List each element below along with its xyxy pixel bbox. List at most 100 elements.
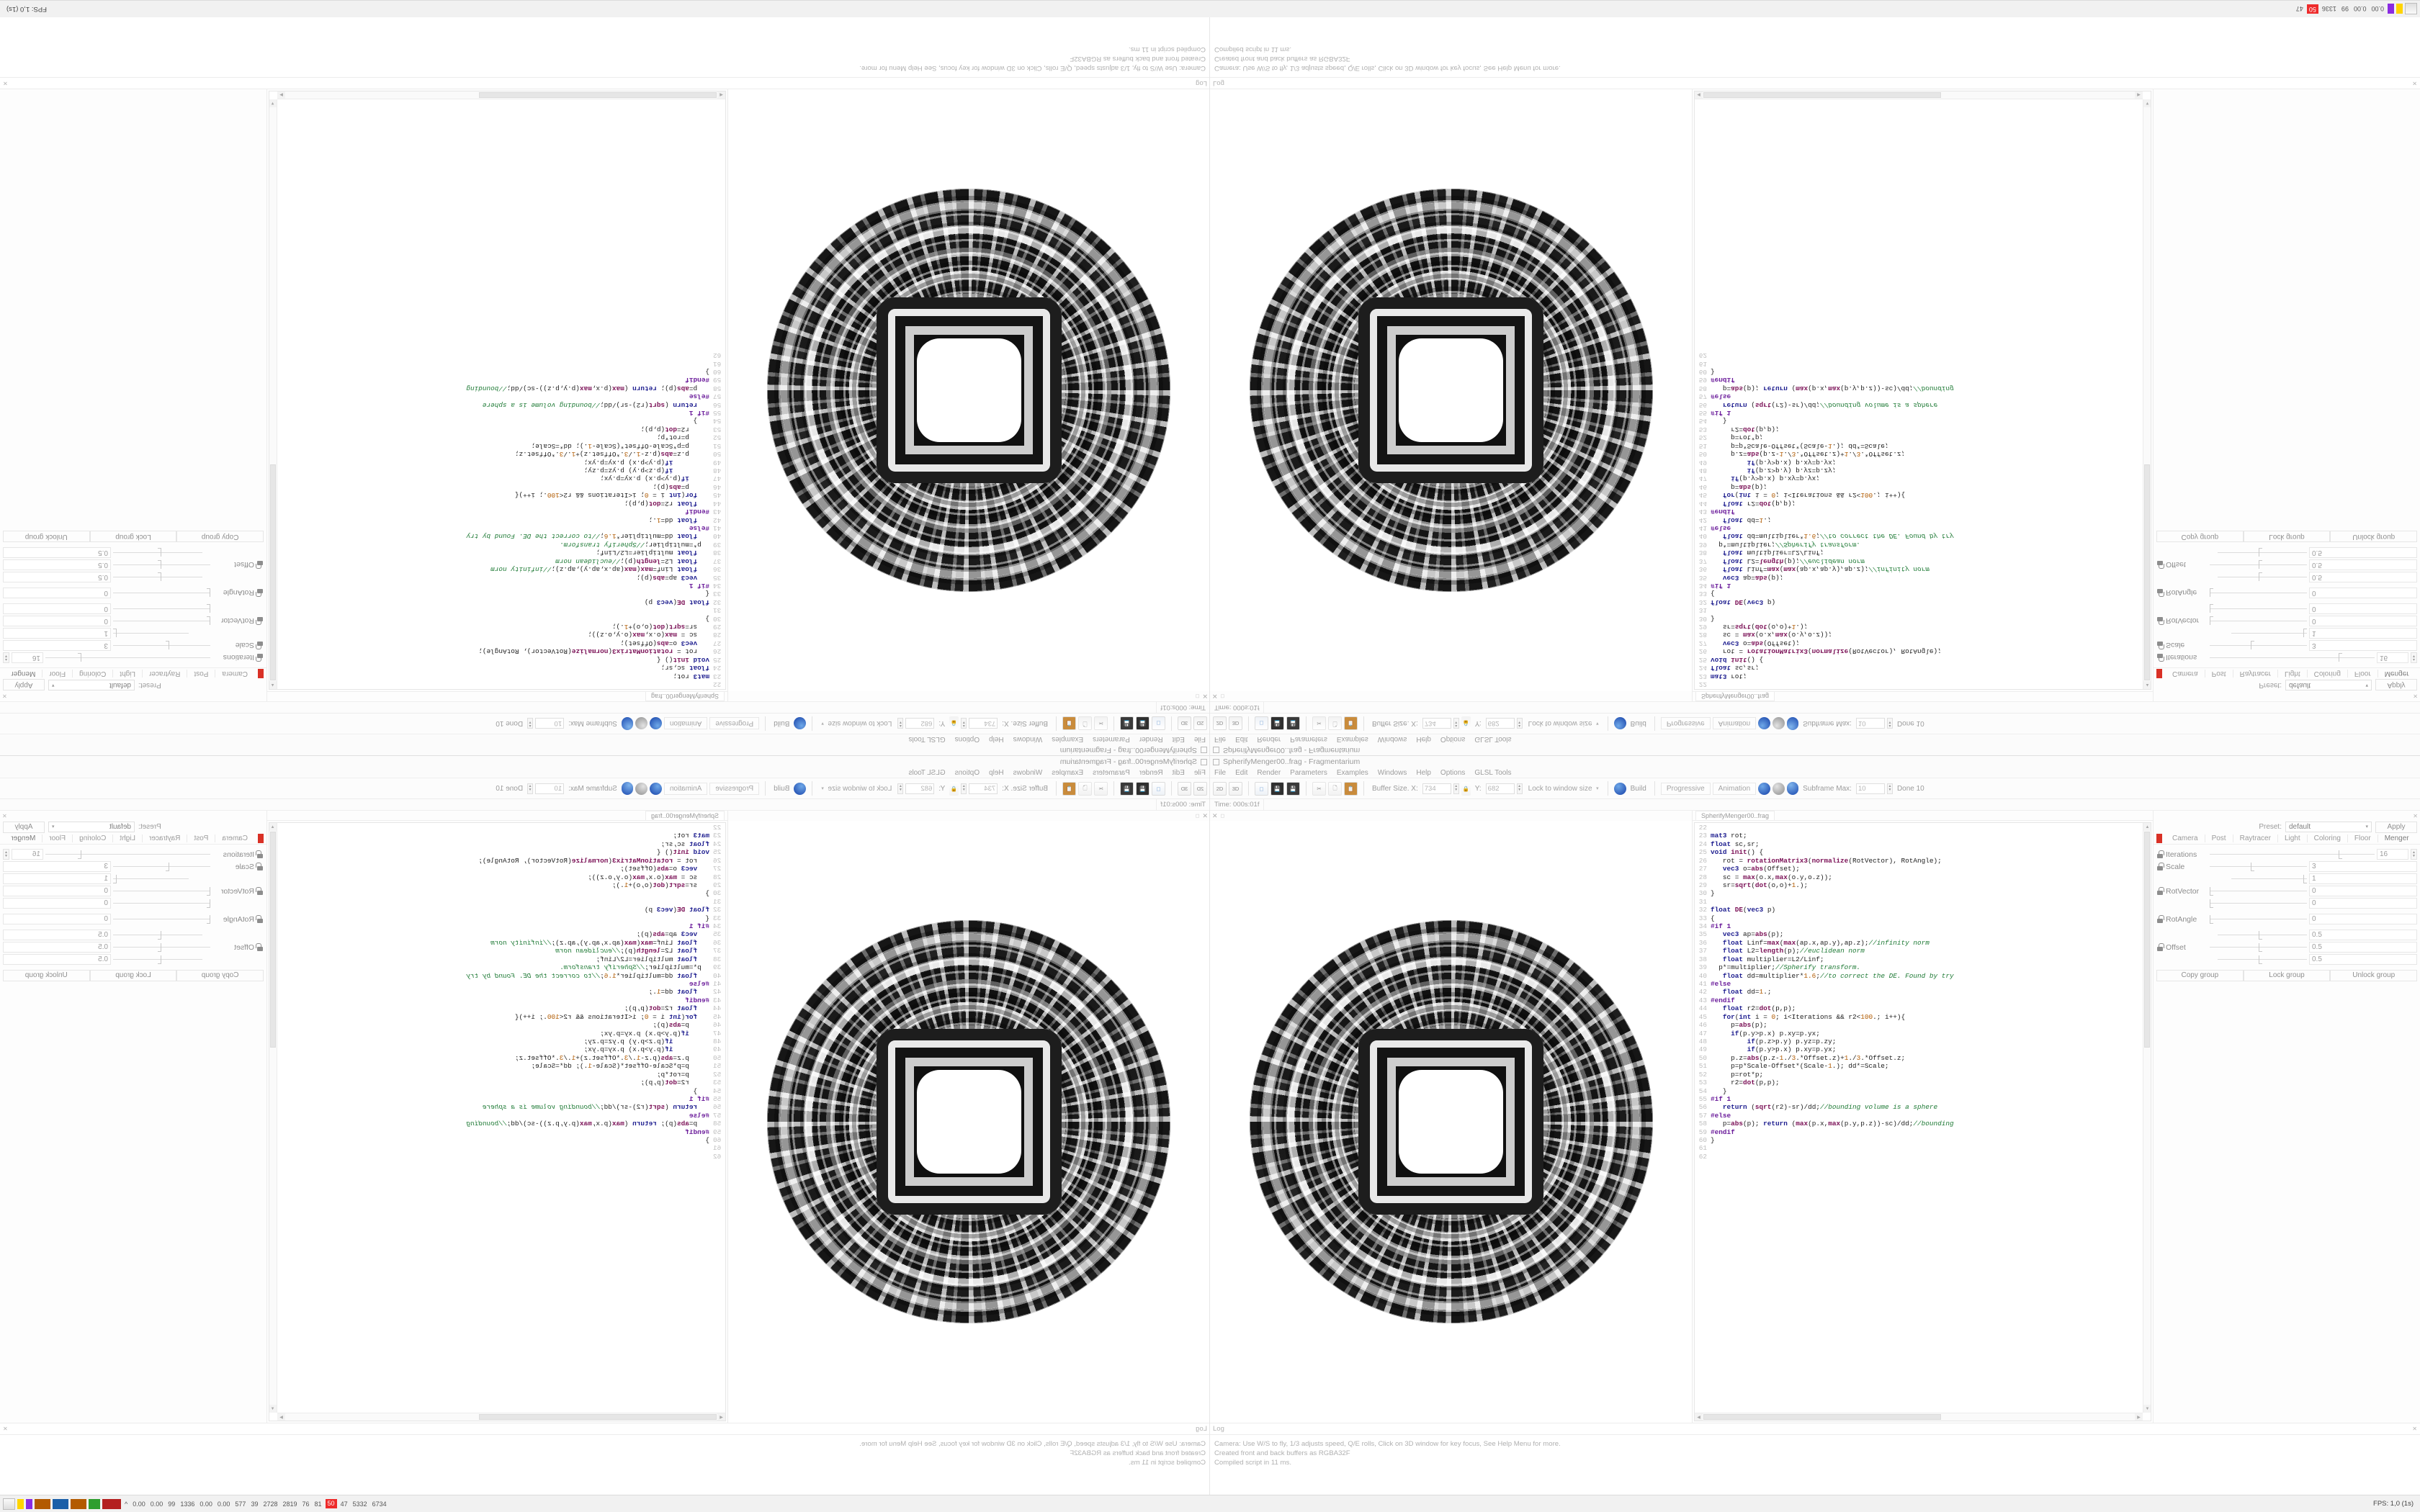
- buffer-y-stepper[interactable]: ▲ ▼: [897, 783, 904, 794]
- param-slider-rotangle[interactable]: [113, 915, 210, 923]
- param-slider-iterations[interactable]: [45, 850, 210, 858]
- param-row-offset-z[interactable]: 0.5: [3, 546, 264, 559]
- menu-render[interactable]: Render: [1139, 735, 1163, 744]
- param-value-offset-z[interactable]: 0.5: [3, 547, 111, 558]
- lock-icon[interactable]: [2156, 642, 2164, 649]
- unlock-group-button[interactable]: Unlock group: [2330, 531, 2418, 542]
- group-buttons[interactable]: Copy group Lock group Unlock group: [2, 970, 264, 981]
- iterations-stepper[interactable]: ▲ ▼: [2411, 652, 2417, 663]
- parameter-tabs[interactable]: Camera Post Raytracer Light Coloring Flo…: [2154, 667, 2420, 679]
- build-label[interactable]: Build: [774, 784, 790, 793]
- buffer-y-stepper[interactable]: ▲ ▼: [1516, 783, 1523, 794]
- scissors-icon[interactable]: ✂: [1094, 781, 1108, 796]
- main-toolbar[interactable]: 2D 3D ◻ 💾 💾 ✂ 🗋 📋 Buffer Size. X: 734 ▲ ▼…: [1210, 713, 2420, 734]
- undock-icon[interactable]: ◻: [1194, 814, 1200, 819]
- tab-light[interactable]: Light: [2278, 834, 2308, 842]
- tab-menger[interactable]: Menger: [11, 834, 36, 842]
- fractal-render[interactable]: [728, 89, 1210, 691]
- param-slider-offset-z[interactable]: [113, 549, 210, 557]
- scroll-up-icon[interactable]: ▲: [269, 681, 277, 689]
- buffer-y-stepper[interactable]: ▲ ▼: [897, 718, 904, 729]
- param-slider-scale[interactable]: [113, 863, 210, 870]
- undock-icon[interactable]: ◻: [1194, 693, 1200, 698]
- param-slider-offset-y[interactable]: [113, 943, 210, 951]
- param-row-offset-x[interactable]: 0.5: [2156, 929, 2417, 941]
- lock-icon[interactable]: [2156, 617, 2164, 625]
- editor-horizontal-scrollbar[interactable]: ◀ ▶: [277, 1413, 725, 1421]
- param-value-offset-z[interactable]: 0.5: [2309, 547, 2417, 558]
- param-value-rotvector-y[interactable]: 0: [3, 616, 111, 626]
- new-file-icon[interactable]: ◻: [1152, 716, 1165, 731]
- close-icon[interactable]: ✕: [2413, 812, 2418, 819]
- tab-menger[interactable]: Menger: [2384, 670, 2409, 678]
- menu-parameters[interactable]: Parameters: [1290, 735, 1327, 744]
- tab-floor[interactable]: Floor: [42, 834, 73, 842]
- view-2d-button[interactable]: 2D: [1193, 716, 1207, 731]
- rewind-icon[interactable]: [1758, 717, 1771, 730]
- code-editor[interactable]: 22 23mat3 rot; 24float sc,sr; 25void ini…: [269, 822, 726, 1421]
- param-slider-rotvector-z[interactable]: [2210, 899, 2307, 908]
- param-row-rotvector-y[interactable]: RotVector 0: [2156, 615, 2417, 627]
- param-slider-scale[interactable]: [2210, 642, 2307, 649]
- menu-file[interactable]: File: [1214, 768, 1227, 777]
- lock-to-window-size-combo[interactable]: Lock to window size: [818, 783, 895, 794]
- lock-icon[interactable]: [2156, 915, 2164, 923]
- view-3d-button[interactable]: 3D: [1178, 716, 1191, 731]
- parameter-tabs[interactable]: Camera Post Raytracer Light Coloring Flo…: [0, 833, 266, 845]
- taskbar-mirrored[interactable]: 0.00 0.00 99 1336 50 47 FPS: 1,0 (1s): [0, 0, 2420, 17]
- copy-group-button[interactable]: Copy group: [2156, 970, 2244, 981]
- tab-light[interactable]: Light: [112, 834, 143, 842]
- param-row-offset-z[interactable]: 0.5: [2156, 546, 2417, 559]
- tab-menger[interactable]: Menger: [11, 670, 36, 678]
- param-row-iterations[interactable]: Iterations 16 ▲ ▼: [2156, 848, 2417, 860]
- param-row-rotangle[interactable]: RotAngle 0: [2156, 587, 2417, 599]
- unlock-group-button[interactable]: Unlock group: [2, 531, 90, 542]
- preset-row[interactable]: Preset: default Apply: [0, 679, 266, 691]
- copy-icon[interactable]: 🗋: [1078, 716, 1092, 731]
- scissors-icon[interactable]: ✂: [1094, 716, 1108, 731]
- param-value-rotvector-x[interactable]: 1: [3, 873, 111, 884]
- param-row-rotvector-x[interactable]: 1: [3, 873, 264, 885]
- scroll-left-icon[interactable]: ◀: [1695, 1413, 1703, 1421]
- save-icon[interactable]: 💾: [1270, 781, 1284, 796]
- apply-button[interactable]: Apply: [3, 679, 45, 691]
- buffer-y-input[interactable]: 682: [905, 718, 935, 729]
- tab-camera[interactable]: Camera: [2166, 670, 2205, 678]
- lock-group-button[interactable]: Lock group: [89, 970, 177, 981]
- editor-vertical-scrollbar[interactable]: ▲ ▼: [2143, 823, 2151, 1413]
- param-row-rotvector-x[interactable]: 1: [2156, 873, 2417, 885]
- scroll-down-icon[interactable]: ▼: [2143, 1405, 2151, 1413]
- close-icon[interactable]: ✕: [2412, 80, 2417, 86]
- menu-windows[interactable]: Windows: [1377, 768, 1407, 777]
- param-value-rotvector-z[interactable]: 0: [2309, 898, 2417, 909]
- unlock-group-button[interactable]: Unlock group: [2, 970, 90, 981]
- param-value-offset-x[interactable]: 0.5: [3, 930, 111, 940]
- param-row-scale[interactable]: Scale 3: [3, 639, 264, 652]
- editor-tabstrip[interactable]: SpherifyMenger00..frag: [1693, 691, 2153, 701]
- stop-icon[interactable]: [1787, 717, 1799, 730]
- lock-icon[interactable]: [2156, 654, 2164, 662]
- view-2d-button[interactable]: 2D: [1213, 781, 1227, 796]
- time-slider[interactable]: [0, 799, 1156, 810]
- menu-glsl-tools[interactable]: GLSL Tools: [908, 735, 946, 744]
- menu-help[interactable]: Help: [1416, 768, 1431, 777]
- scissors-icon[interactable]: ✂: [1312, 781, 1326, 796]
- lock-aspect-icon[interactable]: 🔒: [949, 781, 959, 796]
- scroll-left-icon[interactable]: ◀: [1695, 91, 1703, 99]
- menu-render[interactable]: Render: [1257, 735, 1281, 744]
- param-value-rotvector-x[interactable]: 1: [3, 628, 111, 639]
- tab-floor[interactable]: Floor: [2348, 834, 2378, 842]
- preset-row[interactable]: Preset: default Apply: [2154, 679, 2420, 691]
- param-slider-offset-x[interactable]: [2210, 573, 2307, 581]
- lock-icon[interactable]: [256, 863, 264, 870]
- view-3d-button[interactable]: 3D: [1229, 781, 1242, 796]
- tab-coloring[interactable]: Coloring: [2307, 670, 2348, 678]
- tab-menger[interactable]: Menger: [2384, 834, 2409, 842]
- menu-edit[interactable]: Edit: [1172, 768, 1185, 777]
- param-value-offset-y[interactable]: 0.5: [2309, 559, 2417, 570]
- param-value-scale[interactable]: 3: [3, 861, 111, 872]
- log-body[interactable]: Camera: Use W/S to fly, 1/3 adjusts spee…: [0, 1434, 1210, 1495]
- editor-tab-spherifymenger[interactable]: SpherifyMenger00..frag: [645, 692, 725, 701]
- play-icon[interactable]: [635, 782, 647, 795]
